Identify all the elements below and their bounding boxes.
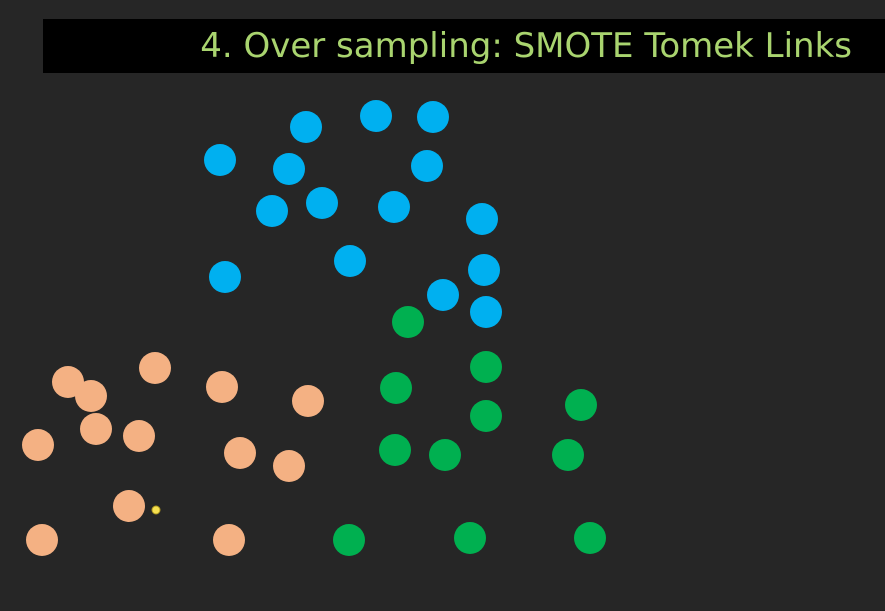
orange-point [213,524,245,556]
blue-point [378,191,410,223]
orange-point [292,385,324,417]
blue-point [306,187,338,219]
slide-title: 4. Over sampling: SMOTE Tomek Links [200,26,852,66]
blue-point [209,261,241,293]
green-point [333,524,365,556]
blue-point [411,150,443,182]
orange-point [139,352,171,384]
green-point [380,372,412,404]
blue-point [290,111,322,143]
orange-point [22,429,54,461]
mouse-pointer-dot [151,505,161,515]
green-point [429,439,461,471]
green-point [565,389,597,421]
blue-point [360,100,392,132]
blue-point [256,195,288,227]
blue-point [417,101,449,133]
green-point [552,439,584,471]
blue-point [427,279,459,311]
blue-point [468,254,500,286]
green-point [454,522,486,554]
orange-point [52,366,84,398]
green-point [574,522,606,554]
orange-point [113,490,145,522]
green-point [379,434,411,466]
orange-point [123,420,155,452]
blue-point [470,296,502,328]
orange-point [273,450,305,482]
orange-point [26,524,58,556]
orange-point [224,437,256,469]
blue-point [204,144,236,176]
orange-point [80,413,112,445]
orange-point [75,380,107,412]
blue-point [273,153,305,185]
blue-point [334,245,366,277]
orange-point [206,371,238,403]
title-bar: 4. Over sampling: SMOTE Tomek Links [43,19,885,73]
blue-point [466,203,498,235]
green-point [392,306,424,338]
green-point [470,351,502,383]
green-point [470,400,502,432]
